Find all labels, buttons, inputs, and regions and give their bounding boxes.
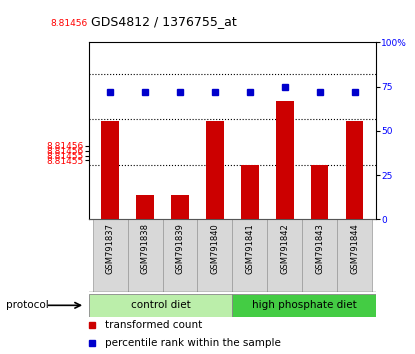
Bar	[311, 165, 328, 219]
Bar	[276, 102, 293, 219]
Text: 8.81456: 8.81456	[50, 19, 87, 28]
Bar	[206, 121, 224, 219]
Text: GSM791840: GSM791840	[210, 223, 220, 274]
Bar	[93, 219, 128, 292]
Text: GSM791841: GSM791841	[245, 223, 254, 274]
Text: GSM791842: GSM791842	[280, 223, 289, 274]
Text: high phosphate diet: high phosphate diet	[251, 300, 356, 310]
Bar	[101, 121, 119, 219]
Text: GSM791837: GSM791837	[106, 223, 115, 274]
Text: GDS4812 / 1376755_at: GDS4812 / 1376755_at	[91, 15, 237, 28]
Bar	[267, 219, 302, 292]
Text: GSM791839: GSM791839	[176, 223, 185, 274]
Bar	[241, 165, 259, 219]
Text: protocol: protocol	[6, 300, 49, 310]
Bar	[346, 121, 364, 219]
Text: GSM791844: GSM791844	[350, 223, 359, 274]
Bar	[302, 219, 337, 292]
Bar	[163, 219, 198, 292]
Bar	[128, 219, 163, 292]
Bar	[89, 294, 232, 317]
Bar	[232, 219, 267, 292]
Text: percentile rank within the sample: percentile rank within the sample	[105, 338, 281, 348]
Text: GSM791843: GSM791843	[315, 223, 324, 274]
Bar	[137, 195, 154, 219]
Text: GSM791838: GSM791838	[141, 223, 149, 274]
Bar	[232, 294, 376, 317]
Bar	[171, 195, 189, 219]
Bar	[198, 219, 232, 292]
Text: control diet: control diet	[131, 300, 190, 310]
Bar	[337, 219, 372, 292]
Text: transformed count: transformed count	[105, 320, 202, 330]
